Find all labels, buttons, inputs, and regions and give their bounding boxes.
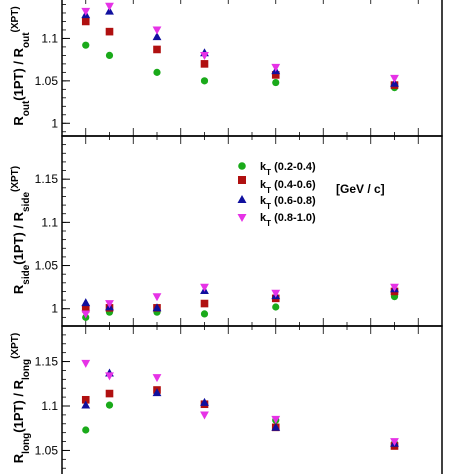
ytick-label-out-2: 1.1 xyxy=(41,31,58,45)
marker-side-s0-p3 xyxy=(200,310,209,318)
ytick-label-side-1: 1.05 xyxy=(35,259,59,273)
ytick-label-long-0: 1.05 xyxy=(35,443,59,457)
legend-marker-0 xyxy=(238,162,246,170)
marker-out-s0-p4 xyxy=(272,78,280,87)
marker-side-s1-p0 xyxy=(81,304,90,313)
legend: kT (0.2-0.4) kT (0.4-0.6) kT (0.6-0.8) k… xyxy=(237,161,385,228)
marker-out-s1-p2 xyxy=(153,45,161,54)
marker-out-s1-p3 xyxy=(200,60,209,68)
legend-label-3: kT (0.8-1.0) xyxy=(260,212,316,228)
panel-side-frame xyxy=(61,135,443,327)
marker-side-s3-p4 xyxy=(271,289,281,298)
data-markers xyxy=(81,2,399,450)
panel-long-frame xyxy=(61,325,443,474)
marker-out-s0-p3 xyxy=(200,77,209,85)
marker-long-s3-p4 xyxy=(271,415,281,424)
ytick-label-out-0: 1 xyxy=(51,116,58,130)
ytick-label-side-0: 1 xyxy=(51,302,58,316)
ylabel-side: Rside(1PT) / Rside(XPT) xyxy=(10,166,32,294)
marker-long-s2-p4 xyxy=(271,422,281,431)
marker-long-s2-p0 xyxy=(81,400,91,409)
marker-out-s3-p5 xyxy=(390,74,399,83)
ytick-label-long-1: 1.1 xyxy=(41,399,58,413)
marker-side-s3-p1 xyxy=(105,300,114,309)
marker-out-s1-p4 xyxy=(271,71,280,79)
ytick-label-side-3: 1.15 xyxy=(35,172,59,186)
marker-out-s3-p3 xyxy=(200,51,209,60)
legend-label-1: kT (0.4-0.6) xyxy=(260,179,316,195)
marker-out-s3-p4 xyxy=(271,63,281,72)
marker-side-s2-p2 xyxy=(152,303,162,312)
ytick-label-out-1: 1.05 xyxy=(35,74,59,88)
legend-marker-3 xyxy=(237,214,247,222)
ytick-label-out-3: 1.15 xyxy=(35,0,59,3)
marker-long-s0-p1 xyxy=(105,401,114,409)
marker-out-s1-p0 xyxy=(81,17,90,26)
marker-long-s3-p0 xyxy=(81,359,91,368)
marker-side-s2-p0 xyxy=(81,298,91,307)
marker-side-s3-p0 xyxy=(81,310,91,319)
legend-label-2: kT (0.6-0.8) xyxy=(260,195,316,211)
ytick-label-side-2: 1.1 xyxy=(41,215,58,229)
marker-out-s0-p2 xyxy=(153,68,161,76)
marker-side-s0-p4 xyxy=(272,303,280,311)
marker-long-s3-p1 xyxy=(105,372,114,381)
marker-long-s0-p0 xyxy=(82,426,90,434)
axis-ticks: 1 1.05 1.1 1.15 1 1.05 1.1 1.15 1.05 1.1 1.15 xyxy=(35,0,419,469)
legend-label-0: kT (0.2-0.4) xyxy=(260,161,316,177)
marker-long-s1-p0 xyxy=(81,395,90,404)
ylabel-out: Rout(1PT) / Rout(XPT) xyxy=(10,6,32,125)
marker-long-s3-p5 xyxy=(390,438,399,447)
marker-out-s0-p0 xyxy=(82,41,90,49)
marker-long-s2-p2 xyxy=(152,388,162,397)
legend-unit-label: [GeV / c] xyxy=(336,182,385,196)
marker-out-s2-p2 xyxy=(152,32,162,41)
panel-out-frame xyxy=(61,0,443,137)
ytick-label-long-2: 1.15 xyxy=(35,355,59,369)
legend-marker-1 xyxy=(238,176,246,184)
marker-out-s3-p1 xyxy=(105,2,114,11)
legend-marker-2 xyxy=(237,195,247,203)
marker-side-s3-p5 xyxy=(390,283,399,292)
marker-long-s1-p1 xyxy=(105,389,114,398)
marker-long-s3-p3 xyxy=(200,411,209,420)
marker-long-s2-p3 xyxy=(200,397,209,406)
marker-out-s1-p1 xyxy=(105,27,114,36)
marker-out-s0-p1 xyxy=(105,51,114,59)
marker-side-s3-p3 xyxy=(200,283,209,292)
marker-long-s3-p2 xyxy=(152,374,162,383)
marker-out-s3-p0 xyxy=(81,7,91,16)
marker-side-s1-p3 xyxy=(200,299,209,308)
marker-side-s3-p2 xyxy=(152,293,162,302)
marker-out-s3-p2 xyxy=(152,26,162,35)
ylabel-long: Rlong(1PT) / Rlong(XPT) xyxy=(10,333,32,463)
